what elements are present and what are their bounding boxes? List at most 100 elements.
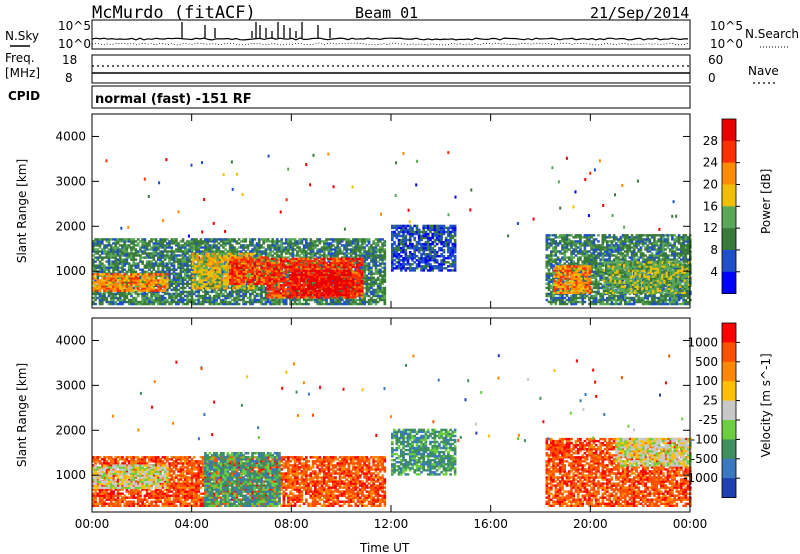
data-cell bbox=[278, 298, 281, 302]
data-cell bbox=[233, 278, 237, 282]
data-cell bbox=[139, 289, 142, 292]
data-cell bbox=[177, 274, 180, 277]
data-cell bbox=[186, 282, 189, 286]
data-cell bbox=[159, 258, 162, 261]
data-cell bbox=[157, 294, 160, 298]
data-cell bbox=[298, 242, 301, 245]
data-cell bbox=[361, 246, 364, 249]
data-cell bbox=[143, 300, 147, 304]
cpid-frame bbox=[91, 85, 691, 109]
data-cell bbox=[141, 294, 144, 298]
data-cell bbox=[96, 290, 100, 294]
data-cell bbox=[125, 296, 129, 300]
data-cell bbox=[273, 267, 276, 271]
data-cell bbox=[306, 271, 310, 275]
data-cell bbox=[224, 242, 227, 245]
data-cell bbox=[198, 277, 202, 280]
data-cell bbox=[116, 302, 120, 306]
data-cell bbox=[170, 272, 174, 275]
data-cell bbox=[275, 288, 279, 292]
data-cell bbox=[210, 248, 214, 251]
data-cell bbox=[311, 254, 315, 257]
data-cell bbox=[298, 240, 301, 243]
data-cell bbox=[181, 250, 185, 253]
data-cell bbox=[241, 254, 244, 258]
data-cell bbox=[298, 294, 301, 298]
data-cell bbox=[379, 252, 382, 255]
data-cell bbox=[249, 250, 252, 253]
data-cell bbox=[379, 286, 382, 290]
data-cell bbox=[264, 276, 268, 280]
data-cell bbox=[216, 275, 219, 278]
data-cell bbox=[269, 252, 272, 255]
data-cell bbox=[103, 294, 106, 298]
data-cell bbox=[273, 298, 277, 302]
data-cell bbox=[358, 266, 362, 269]
data-cell bbox=[235, 268, 239, 271]
data-cell bbox=[148, 262, 151, 265]
data-cell bbox=[297, 275, 301, 279]
data-cell bbox=[163, 238, 167, 241]
data-cell bbox=[214, 256, 217, 260]
data-cell bbox=[166, 246, 169, 249]
data-cell bbox=[231, 290, 234, 294]
data-cell bbox=[338, 302, 342, 306]
data-cell bbox=[148, 264, 151, 267]
data-cell bbox=[311, 265, 314, 269]
data-cell bbox=[112, 250, 115, 253]
data-cell bbox=[322, 284, 326, 287]
data-cell bbox=[288, 294, 292, 297]
data-cell bbox=[376, 244, 380, 247]
data-cell bbox=[334, 238, 337, 241]
data-cell bbox=[228, 242, 232, 245]
data-cell bbox=[331, 254, 335, 257]
data-cell bbox=[198, 281, 202, 284]
data-cell bbox=[335, 261, 339, 265]
data-cell bbox=[229, 256, 233, 260]
data-cell bbox=[249, 240, 252, 243]
data-cell bbox=[94, 298, 97, 302]
data-cell bbox=[152, 284, 156, 288]
data-cell bbox=[264, 302, 268, 306]
data-cell bbox=[365, 284, 369, 288]
data-cell bbox=[154, 294, 158, 298]
data-cell bbox=[363, 268, 366, 271]
data-cell bbox=[208, 248, 212, 251]
data-cell bbox=[372, 298, 375, 302]
data-cell bbox=[218, 287, 222, 290]
data-cell bbox=[199, 296, 203, 300]
data-cell bbox=[331, 302, 335, 306]
data-cell bbox=[101, 268, 104, 271]
data-cell bbox=[205, 268, 208, 272]
data-cell bbox=[354, 298, 358, 302]
data-cell bbox=[112, 260, 115, 263]
data-cell bbox=[336, 252, 340, 255]
data-cell bbox=[172, 270, 176, 273]
data-cell bbox=[358, 284, 362, 287]
data-cell bbox=[96, 238, 100, 241]
data-cell bbox=[229, 254, 233, 258]
data-cell bbox=[365, 252, 369, 255]
data-cell bbox=[266, 267, 270, 271]
data-cell bbox=[179, 250, 183, 253]
data-cell bbox=[279, 263, 283, 267]
data-cell bbox=[262, 290, 266, 294]
data-cell bbox=[183, 248, 187, 251]
data-cell bbox=[383, 258, 387, 261]
data-cell bbox=[242, 288, 245, 292]
data-cell bbox=[255, 288, 259, 292]
data-cell bbox=[228, 290, 232, 294]
data-cell bbox=[270, 286, 274, 289]
data-cell bbox=[139, 260, 142, 263]
data-cell bbox=[109, 294, 113, 298]
data-cell bbox=[177, 264, 180, 267]
data-cell bbox=[114, 252, 118, 255]
data-cell bbox=[134, 292, 138, 296]
data-cell bbox=[318, 256, 322, 259]
data-cell bbox=[264, 260, 268, 263]
data-cell bbox=[249, 258, 252, 261]
data-cell bbox=[139, 258, 142, 261]
data-cell bbox=[105, 244, 109, 247]
data-cell bbox=[172, 300, 176, 304]
data-cell bbox=[183, 286, 187, 290]
